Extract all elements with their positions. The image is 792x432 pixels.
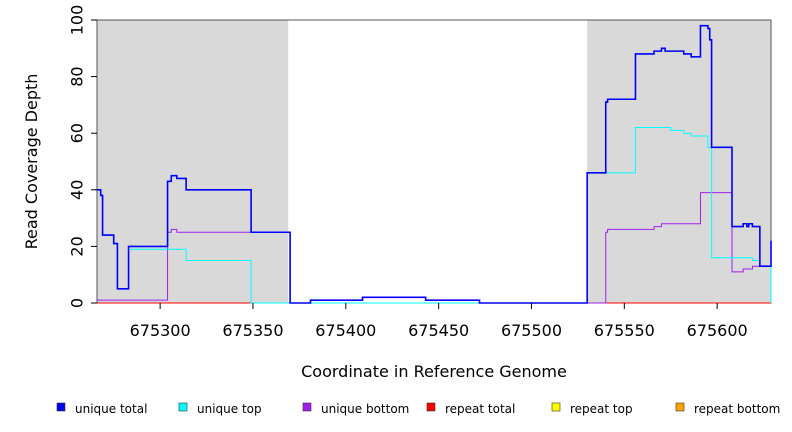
legend-label-repeat-top: repeat top (570, 402, 633, 416)
legend-swatch-unique-bottom (302, 402, 312, 412)
y-tick-label-0: 0 (68, 298, 87, 308)
legend-label-unique-bottom: unique bottom (321, 402, 409, 416)
legend-swatch-unique-total (56, 402, 66, 412)
y-axis: 0 20 40 60 80 100 (68, 5, 97, 308)
y-tick-label-80: 80 (68, 66, 87, 86)
shaded-region-2 (587, 20, 771, 303)
x-tick-label-675500: 675500 (501, 321, 562, 340)
legend-label-unique-total: unique total (75, 402, 147, 416)
legend-swatch-unique-top (178, 402, 188, 412)
legend-label-unique-top: unique top (197, 402, 262, 416)
legend-swatch-repeat-total (426, 402, 436, 412)
x-axis-label: Coordinate in Reference Genome (301, 362, 567, 381)
y-tick-label-100: 100 (68, 5, 87, 36)
series-group (97, 24, 772, 304)
x-tick-label-675550: 675550 (594, 321, 655, 340)
series-unique-bottom (97, 192, 771, 304)
x-axis: 675300 675350 675400 675450 675500 675550 6756… (130, 303, 748, 340)
x-tick-label-675300: 675300 (130, 321, 191, 340)
y-axis-label: Read Coverage Depth (22, 74, 41, 250)
x-tick-label-675450: 675450 (408, 321, 469, 340)
legend: unique total unique top unique bottom repea… (56, 402, 780, 416)
legend-label-repeat-bottom: repeat bottom (694, 402, 780, 416)
legend-label-repeat-total: repeat total (445, 402, 515, 416)
series-unique-total (97, 24, 772, 304)
y-tick-label-20: 20 (68, 236, 87, 256)
x-tick-label-675600: 675600 (687, 321, 748, 340)
x-tick-label-675350: 675350 (222, 321, 283, 340)
legend-swatch-repeat-top (551, 402, 561, 412)
legend-swatch-repeat-bottom (675, 402, 685, 412)
y-tick-label-40: 40 (68, 180, 87, 200)
y-tick-label-60: 60 (68, 123, 87, 143)
x-tick-label-675400: 675400 (315, 321, 376, 340)
